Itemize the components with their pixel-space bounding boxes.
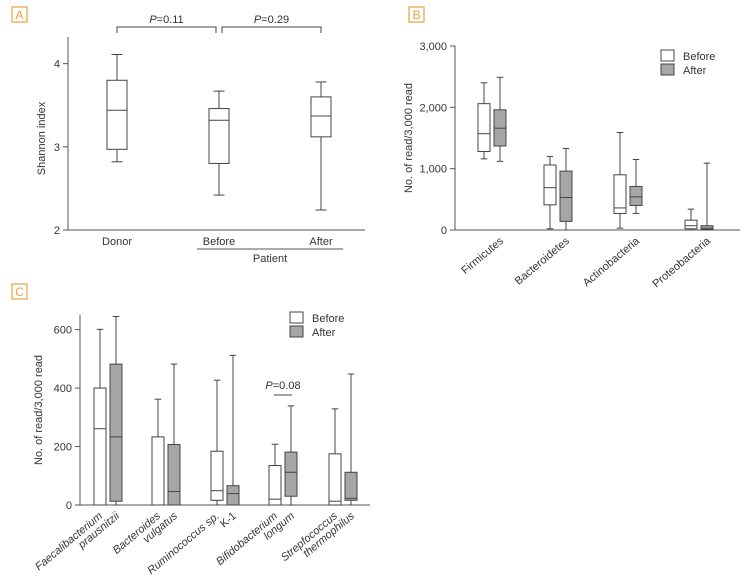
b-after-2-box — [629, 158, 643, 214]
panel-label-box-c — [11, 283, 28, 300]
b-after-3-box — [700, 162, 714, 231]
b-legend-swatch-after — [660, 63, 675, 76]
c-after-1-iqr-rect — [167, 443, 181, 506]
c-y-axis-label: No. of read/3,000 read — [33, 355, 45, 465]
b-y-tick-label: 2,000 — [419, 102, 447, 114]
b-before-1-iqr-rect — [543, 164, 557, 206]
a-y-axis-label: Shannon index — [36, 101, 48, 175]
a-significance-bracket — [116, 26, 217, 33]
p-value: =0.29 — [261, 14, 289, 26]
b-before-0-iqr-rect — [477, 103, 491, 152]
c-after-2-iqr-rect — [226, 485, 240, 506]
c-legend-swatch-before — [289, 311, 304, 324]
p-italic: P — [149, 14, 157, 26]
a-donor-iqr-rect — [106, 79, 128, 150]
c-after-4-iqr-rect — [344, 471, 358, 501]
b-y-tick-label: 1,000 — [419, 164, 447, 176]
c-before-2-iqr-rect — [210, 450, 224, 501]
c-after-3-box — [284, 405, 298, 506]
b-before-2-iqr-rect — [613, 174, 627, 214]
a-patient-group-label: Patient — [253, 253, 287, 265]
a-y-tick-label: 4 — [54, 59, 60, 71]
b-after-3-iqr-rect — [700, 225, 714, 230]
p-value: =0.11 — [157, 14, 184, 26]
c-x-tick-label-line2: K-1 — [218, 510, 239, 530]
c-after-4-box — [344, 373, 358, 506]
c-legend-label-before: Before — [312, 313, 344, 325]
a-p-value-label: P=0.11 — [149, 14, 183, 26]
c-before-3-iqr-rect — [268, 465, 282, 506]
b-y-tick-label: 0 — [441, 225, 447, 237]
b-before-1-box — [543, 155, 557, 230]
a-y-tick-label: 2 — [54, 225, 60, 237]
c-before-2-box — [210, 379, 224, 506]
b-legend-swatch-before — [660, 49, 675, 62]
a-y-tick-label: 3 — [54, 142, 60, 154]
panel-label-b: B — [412, 8, 420, 22]
panel-label-box-a — [11, 6, 28, 23]
c-y-tick-label: 600 — [54, 325, 72, 337]
c-legend-swatch-after — [289, 325, 304, 338]
c-before-1-box — [151, 398, 165, 506]
c-y-tick-label: 400 — [54, 383, 72, 395]
b-after-0-box — [493, 76, 507, 162]
a-p-value-label: P=0.29 — [254, 14, 289, 26]
p-italic: P — [265, 380, 273, 392]
b-x-tick-label-bacteroidetes: Bacteroidetes — [513, 235, 573, 288]
c-legend-label-after: After — [312, 327, 336, 339]
a-donor-box — [106, 53, 128, 163]
c-after-2-box — [226, 354, 240, 506]
b-after-2-iqr-rect — [629, 185, 643, 206]
a-x-tick-label-donor: Donor — [102, 236, 132, 248]
c-after-0-iqr-rect — [109, 363, 123, 502]
p-value: =0.08 — [273, 380, 301, 392]
a-before-box — [208, 90, 230, 196]
c-y-tick-label: 200 — [54, 442, 72, 454]
p-italic: P — [254, 14, 262, 26]
c-before-0-box — [93, 328, 107, 506]
b-after-1-iqr-rect — [559, 170, 573, 222]
b-y-tick-label: 3,000 — [419, 41, 447, 53]
c-before-4-box — [328, 408, 342, 506]
c-after-0-box — [109, 315, 123, 506]
b-before-0-box — [477, 82, 491, 160]
b-legend-label-after: After — [683, 65, 707, 77]
b-after-1-box — [559, 147, 573, 231]
b-x-tick-label-firmicutes: Firmicutes — [459, 235, 506, 277]
panel-label-a: A — [15, 8, 23, 22]
c-y-tick-label: 0 — [66, 500, 72, 512]
a-before-iqr-rect — [208, 108, 230, 164]
b-legend-label-before: Before — [683, 51, 715, 63]
c-before-0-iqr-rect — [93, 387, 107, 506]
b-y-axis-label: No. of read/3,000 read — [403, 83, 415, 193]
b-x-tick-label-proteobacteria: Proteobacteria — [650, 235, 713, 291]
c-p-value-label: P=0.08 — [265, 380, 300, 392]
b-before-2-box — [613, 131, 627, 229]
a-x-tick-label-after: After — [309, 236, 333, 248]
a-x-tick-label-before: Before — [203, 236, 235, 248]
c-after-1-box — [167, 363, 181, 506]
a-after-iqr-rect — [310, 96, 332, 138]
panel-label-box-b — [408, 6, 425, 23]
c-after-3-iqr-rect — [284, 451, 298, 497]
b-before-3-iqr-rect — [684, 219, 698, 230]
a-after-box — [310, 81, 332, 211]
c-before-4-iqr-rect — [328, 453, 342, 506]
panel-label-c: C — [15, 285, 24, 299]
b-before-3-box — [684, 208, 698, 231]
b-x-tick-label-actinobacteria: Actinobacteria — [581, 235, 643, 290]
a-significance-bracket — [221, 26, 322, 33]
c-before-3-box — [268, 443, 282, 506]
c-before-1-iqr-rect — [151, 436, 165, 506]
